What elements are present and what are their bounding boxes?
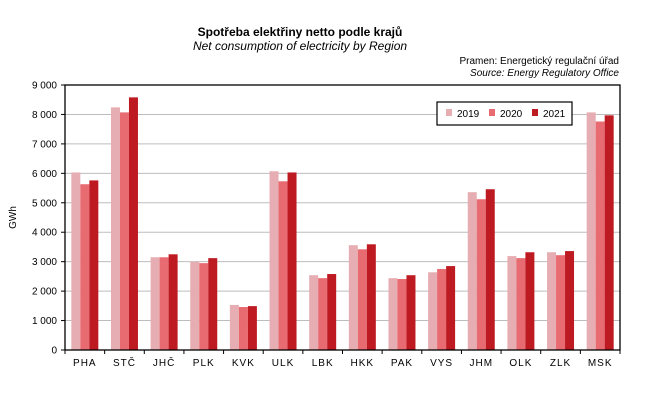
bar-STČ-2019 <box>110 107 120 350</box>
source-cz: Pramen: Energetický regulační úřad <box>459 56 619 67</box>
bar-PHA-2021 <box>89 180 99 350</box>
bar-KVK-2019 <box>229 304 239 350</box>
bar-VYS-2021 <box>446 266 456 350</box>
y-tick-label: 4 000 <box>32 228 57 239</box>
y-tick-label: 8 000 <box>32 110 57 121</box>
legend-box <box>436 101 573 126</box>
y-axis-label: GWh <box>8 206 19 229</box>
bar-STČ-2020 <box>119 112 129 350</box>
bar-KVK-2020 <box>238 307 248 350</box>
bar-PAK-2021 <box>406 275 416 350</box>
bar-ZLK-2021 <box>565 251 575 350</box>
bar-PLK-2020 <box>199 263 209 350</box>
bar-MSK-2019 <box>586 112 596 350</box>
bar-JHM-2020 <box>476 199 486 350</box>
legend-swatch-2019 <box>446 109 452 116</box>
bar-ULK-2019 <box>269 171 279 350</box>
bar-PHA-2019 <box>71 172 81 350</box>
chart-subtitle: Net consumption of electricity by Region <box>192 39 408 53</box>
x-tick-label: PLK <box>193 358 215 369</box>
bar-HKK-2020 <box>357 249 367 350</box>
x-tick-label: ULK <box>272 358 294 369</box>
x-tick-label: PAK <box>391 358 413 369</box>
bar-STČ-2021 <box>128 97 138 350</box>
plot-frame <box>64 84 621 351</box>
legend-label-2020: 2020 <box>500 109 523 120</box>
legend-swatch-2020 <box>489 109 495 116</box>
x-tick-label: JHM <box>469 358 493 369</box>
y-tick-label: 5 000 <box>32 198 57 209</box>
bar-HKK-2021 <box>366 244 376 350</box>
legend-label-2021: 2021 <box>543 109 566 120</box>
y-tick-label: 0 <box>51 346 57 357</box>
x-tick-label: HKK <box>351 358 375 369</box>
legend-swatch-2021 <box>532 109 538 116</box>
bar-ULK-2020 <box>278 181 288 350</box>
x-tick-label: PHA <box>73 358 97 369</box>
y-tick-label: 1 000 <box>32 316 57 327</box>
bar-OLK-2020 <box>516 258 526 350</box>
bar-OLK-2021 <box>525 252 535 350</box>
x-tick-label: OLK <box>509 358 532 369</box>
bar-MSK-2021 <box>604 115 614 350</box>
x-tick-label: VYS <box>430 358 453 369</box>
bar-LBK-2019 <box>309 275 319 350</box>
bar-ZLK-2019 <box>547 252 557 350</box>
bar-PAK-2019 <box>388 278 398 350</box>
bar-PLK-2021 <box>208 258 218 350</box>
bar-JHČ-2019 <box>150 257 160 350</box>
bar-JHM-2021 <box>485 189 495 350</box>
legend-label-2019: 2019 <box>457 109 480 120</box>
bar-MSK-2020 <box>595 121 605 350</box>
bar-KVK-2021 <box>247 306 257 350</box>
chart-title: Spotřeba elektřiny netto podle krajů <box>197 25 403 39</box>
x-tick-label: MSK <box>588 358 613 369</box>
bar-PLK-2019 <box>190 261 200 350</box>
bar-JHČ-2021 <box>168 254 178 350</box>
bar-ZLK-2020 <box>556 255 566 350</box>
bar-LBK-2020 <box>318 278 328 350</box>
y-tick-label: 2 000 <box>32 287 57 298</box>
x-tick-label: LBK <box>312 358 334 369</box>
y-tick-label: 9 000 <box>32 81 57 92</box>
bar-OLK-2019 <box>507 256 517 350</box>
y-tick-label: 6 000 <box>32 169 57 180</box>
x-tick-label: JHČ <box>153 356 175 369</box>
bar-PAK-2020 <box>397 279 407 350</box>
bar-PHA-2020 <box>80 184 90 350</box>
x-tick-label: ZLK <box>550 358 571 369</box>
source-en: Source: Energy Regulatory Office <box>470 68 619 79</box>
bar-VYS-2020 <box>437 269 447 350</box>
bar-JHM-2019 <box>467 192 477 350</box>
x-tick-label: STČ <box>113 356 136 369</box>
bar-HKK-2019 <box>348 245 358 350</box>
x-tick-label: KVK <box>232 358 255 369</box>
y-tick-label: 3 000 <box>32 257 57 268</box>
bar-ULK-2021 <box>287 172 297 350</box>
y-tick-label: 7 000 <box>32 139 57 150</box>
bar-VYS-2019 <box>428 272 438 350</box>
bar-LBK-2021 <box>327 274 337 350</box>
bar-JHČ-2020 <box>159 257 169 350</box>
